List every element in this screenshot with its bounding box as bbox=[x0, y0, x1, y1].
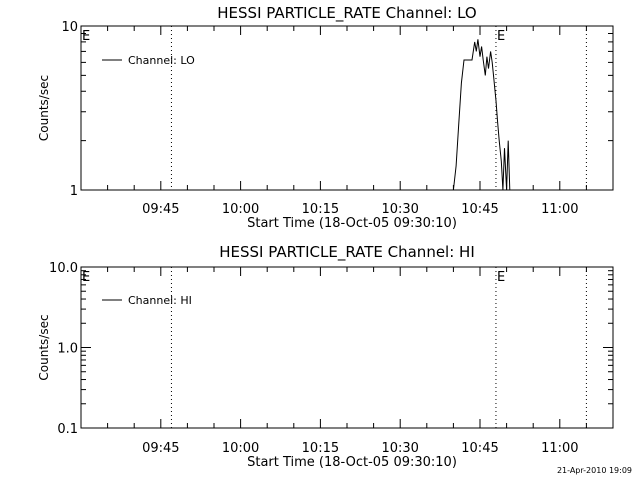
x-tick-label: 10:30 bbox=[381, 441, 418, 456]
x-tick-label: 10:15 bbox=[302, 441, 339, 456]
y-tick-label: 10.0 bbox=[49, 261, 78, 276]
x-tick-label: 10:30 bbox=[381, 202, 418, 217]
x-tick-label: 09:45 bbox=[142, 202, 179, 217]
y-tick-label: 0.1 bbox=[57, 422, 78, 437]
series-line-1 bbox=[452, 39, 511, 191]
x-axis-title: Start Time (18-Oct-05 09:30:10) bbox=[247, 216, 457, 231]
chart-panel-2: HESSI PARTICLE_RATE Channel: HI 09:45 10:0… bbox=[37, 243, 614, 470]
chart-title: HESSI PARTICLE_RATE Channel: LO bbox=[217, 4, 476, 23]
y-axis-title: Counts/sec bbox=[37, 314, 51, 380]
x-tick-label: 10:15 bbox=[302, 202, 339, 217]
y-tick-label: 1 bbox=[70, 184, 78, 199]
plot-frame bbox=[80, 25, 614, 191]
x-tick-label: 10:45 bbox=[461, 202, 498, 217]
x-tick-label: 11:00 bbox=[541, 441, 578, 456]
x-tick-label: 11:00 bbox=[541, 202, 578, 217]
x-tick-label: 10:00 bbox=[222, 441, 259, 456]
legend-label: Channel: LO bbox=[128, 54, 195, 67]
plot-frame bbox=[80, 266, 614, 429]
y-tick-label: 1.0 bbox=[57, 342, 78, 357]
y-axis-title: Counts/sec bbox=[37, 75, 51, 141]
y-tick-label: 10 bbox=[61, 20, 78, 35]
x-tick-label: 10:45 bbox=[461, 441, 498, 456]
x-tick-label: 09:45 bbox=[142, 441, 179, 456]
legend-label: Channel: HI bbox=[128, 294, 192, 307]
x-tick-label: 10:00 bbox=[222, 202, 259, 217]
event-marker-label: E bbox=[497, 29, 505, 44]
chart-title: HESSI PARTICLE_RATE Channel: HI bbox=[219, 243, 475, 262]
event-marker-label: E bbox=[82, 29, 90, 44]
timestamp: 21-Apr-2010 19:09 bbox=[556, 466, 632, 475]
event-marker-label: E bbox=[82, 270, 90, 285]
chart-panel-1: HESSI PARTICLE_RATE Channel: LO 09:45 10:0… bbox=[37, 4, 614, 231]
x-axis-title: Start Time (18-Oct-05 09:30:10) bbox=[247, 455, 457, 470]
event-marker-label: E bbox=[497, 270, 505, 285]
